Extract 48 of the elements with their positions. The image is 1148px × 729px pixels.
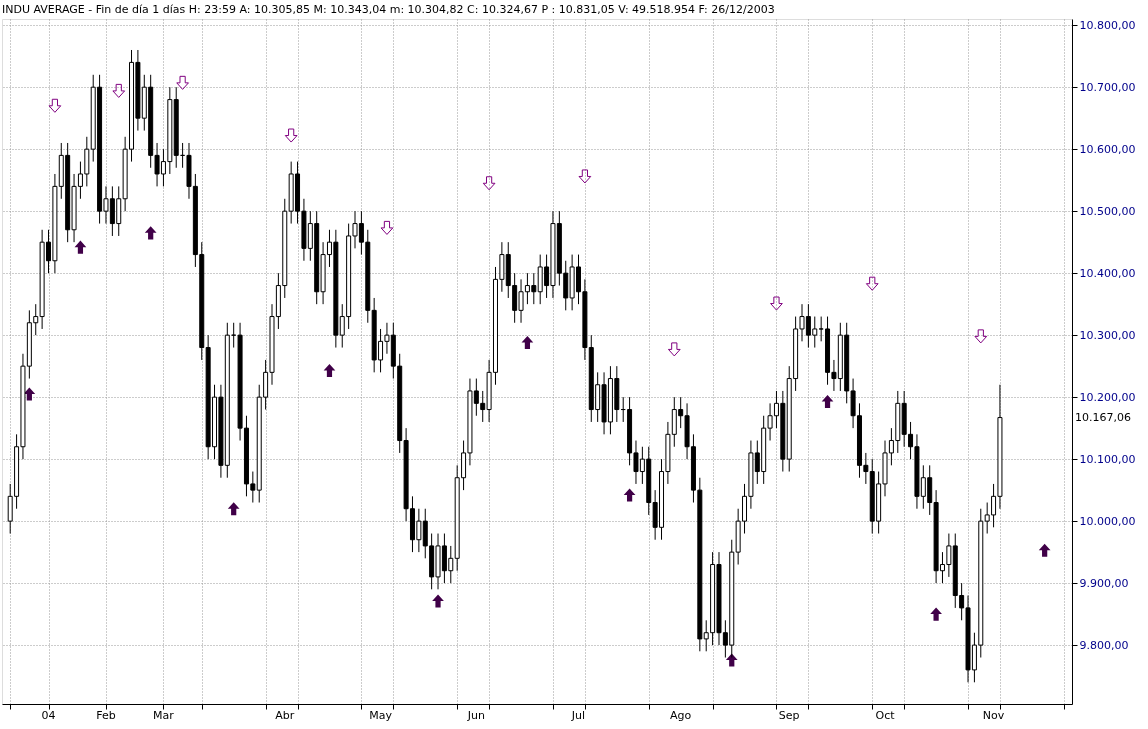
point <box>770 296 783 311</box>
y-tick-label: 10.300,00 <box>1079 328 1136 342</box>
point <box>227 502 240 516</box>
point <box>482 176 496 191</box>
point <box>323 363 336 378</box>
point <box>144 226 157 240</box>
y-tick-label: 10.000,00 <box>1079 514 1136 528</box>
y-tick-label: 9.800,00 <box>1079 638 1129 652</box>
point <box>865 276 879 291</box>
y-tick-label: 10.600,00 <box>1079 142 1136 156</box>
y-tick-label: 10.700,00 <box>1079 80 1136 94</box>
point <box>432 594 444 608</box>
point <box>930 607 942 621</box>
y-tick-label: 10.500,00 <box>1079 204 1136 218</box>
x-tick-label: Sep <box>778 709 800 722</box>
y-tick-label: 9.900,00 <box>1079 576 1129 590</box>
point <box>112 83 126 98</box>
point <box>74 240 87 254</box>
x-tick-label: Nov <box>982 709 1005 722</box>
point <box>623 488 636 502</box>
point <box>1038 543 1051 557</box>
point <box>521 336 534 350</box>
x-tick-label: Feb <box>96 709 116 722</box>
y-tick-label: 10.100,00 <box>1079 452 1136 466</box>
text: 10.167,06 <box>1075 410 1131 424</box>
point <box>667 342 681 357</box>
x-tick-label: Oct <box>875 709 896 722</box>
x-tick-label: Ago <box>670 709 692 722</box>
point <box>821 394 834 408</box>
point <box>176 75 189 90</box>
point <box>380 220 394 235</box>
point <box>23 387 36 401</box>
point <box>974 329 988 344</box>
x-tick-label: Mar <box>153 709 175 722</box>
x-tick-label: May <box>369 709 393 722</box>
y-tick-label: 10.800,00 <box>1079 18 1136 32</box>
point <box>578 169 592 184</box>
x-tick-label: Jun <box>466 709 485 722</box>
x-tick-label: Jul <box>570 709 586 722</box>
y-tick-label: 10.200,00 <box>1079 390 1136 404</box>
point <box>284 128 298 143</box>
point <box>48 98 62 113</box>
x-tick-label: Abr <box>275 709 295 722</box>
x-tick-label: 04 <box>41 709 56 722</box>
chart-title: INDU AVERAGE - Fin de día 1 días H: 23:59 A: 10.305,85 M: 10.343,04 m: 10.304,82 C: 10.324,67 P : 10.831,05 V: 49.518.954 F: 26/12/2003 <box>2 3 775 16</box>
y-tick-label: 10.400,00 <box>1079 266 1136 280</box>
candlestick <box>818 316 824 342</box>
point <box>725 653 738 667</box>
